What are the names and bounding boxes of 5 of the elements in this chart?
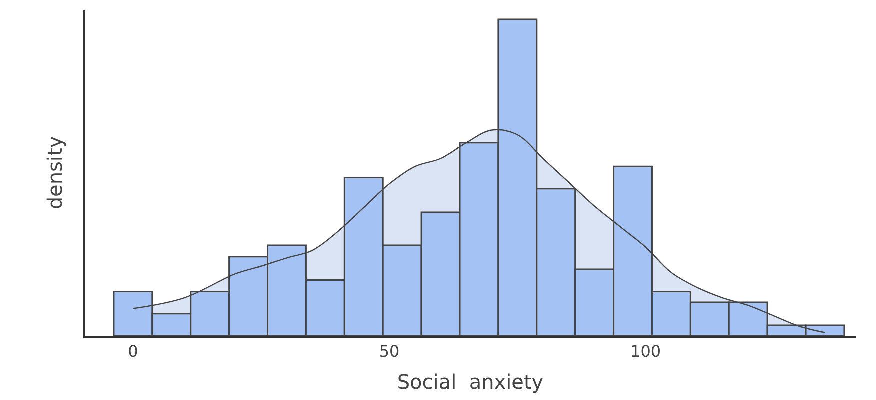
x-tick-label: 0 — [128, 342, 138, 362]
x-axis-title: Social anxiety — [397, 370, 544, 394]
x-tick-label: 100 — [630, 342, 662, 362]
y-axis-title: density — [43, 136, 67, 210]
x-tick-label: 50 — [379, 342, 400, 362]
